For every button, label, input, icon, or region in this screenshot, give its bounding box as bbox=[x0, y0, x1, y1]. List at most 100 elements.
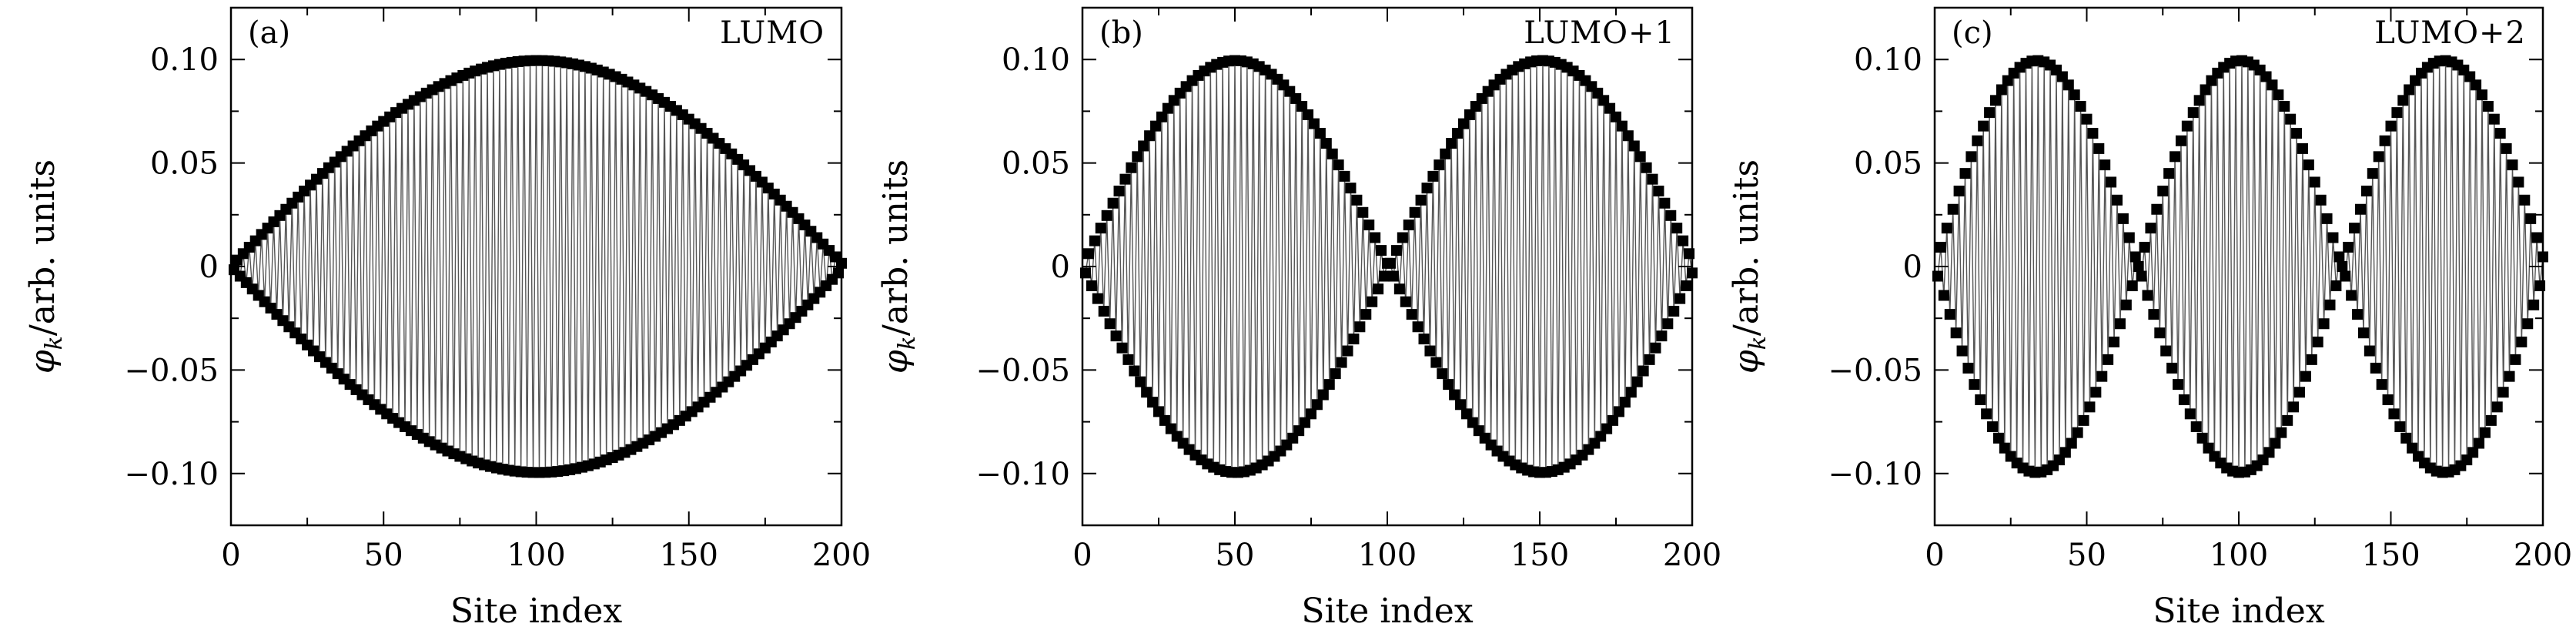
data-point bbox=[1978, 120, 1989, 132]
y-tick-label: −0.05 bbox=[124, 353, 219, 388]
data-point bbox=[2477, 89, 2487, 101]
data-point bbox=[1659, 197, 1671, 209]
data-point bbox=[2069, 89, 2080, 101]
data-point bbox=[1129, 365, 1140, 377]
data-point bbox=[1348, 334, 1360, 345]
y-tick-label: −0.10 bbox=[124, 457, 219, 492]
x-axis-title: Site index bbox=[450, 592, 623, 631]
data-point bbox=[2288, 401, 2300, 413]
x-tick-label: 200 bbox=[2514, 538, 2572, 573]
data-point bbox=[2187, 107, 2199, 119]
y-tick-label: 0.05 bbox=[150, 146, 219, 182]
data-point bbox=[2294, 387, 2305, 398]
data-point bbox=[1373, 283, 1384, 295]
y-axis-title-symbol: φ bbox=[876, 350, 915, 374]
data-point bbox=[2482, 101, 2494, 112]
y-axis-title-subscript: k bbox=[41, 336, 68, 350]
data-point bbox=[1122, 354, 1134, 365]
x-tick-label: 50 bbox=[364, 538, 403, 573]
data-point bbox=[2059, 447, 2071, 458]
data-point bbox=[2062, 79, 2074, 91]
data-point bbox=[2360, 186, 2372, 197]
x-tick-label: 50 bbox=[2067, 538, 2106, 573]
data-point bbox=[1360, 309, 1372, 320]
data-point bbox=[2379, 135, 2390, 146]
data-point bbox=[1668, 306, 1680, 317]
data-point bbox=[1681, 280, 1692, 292]
y-tick-label: −0.10 bbox=[975, 457, 1070, 492]
data-point bbox=[2364, 345, 2375, 357]
data-point bbox=[1464, 109, 1475, 120]
data-point bbox=[1440, 148, 1451, 159]
data-point bbox=[2129, 251, 2141, 263]
data-point bbox=[1984, 107, 1996, 119]
data-point bbox=[2263, 447, 2275, 458]
data-point bbox=[2279, 101, 2290, 112]
data-point bbox=[1987, 421, 1999, 432]
data-point bbox=[1959, 168, 1971, 179]
data-point bbox=[1634, 151, 1646, 163]
data-point bbox=[2282, 414, 2293, 426]
chart-panel-2: 0 50 100 150 200 0.10 0.05 0 −0.05 −0.10 Site inde… bbox=[1727, 6, 2572, 631]
data-point bbox=[1992, 432, 2004, 444]
data-point bbox=[1644, 354, 1655, 365]
data-point bbox=[2474, 438, 2485, 449]
data-point bbox=[1089, 235, 1100, 246]
series-line bbox=[1937, 60, 2544, 473]
data-point bbox=[2175, 135, 2186, 146]
y-axis-title: φk/arb. units bbox=[876, 159, 921, 374]
data-point bbox=[2136, 270, 2147, 282]
y-tick-label: 0 bbox=[199, 250, 219, 285]
data-point bbox=[1434, 159, 1445, 171]
data-point bbox=[1104, 318, 1116, 330]
data-point bbox=[1119, 173, 1131, 185]
data-point bbox=[2510, 354, 2521, 365]
data-point bbox=[1950, 327, 1962, 339]
y-tick-label: 0 bbox=[1051, 250, 1070, 285]
data-point bbox=[1354, 321, 1366, 333]
data-point bbox=[1625, 387, 1637, 398]
data-point bbox=[1647, 173, 1658, 185]
data-point bbox=[1141, 387, 1153, 398]
data-point bbox=[2312, 336, 2323, 347]
data-point bbox=[1342, 345, 1353, 357]
data-point bbox=[2349, 223, 2360, 234]
data-point bbox=[2126, 280, 2138, 292]
data-point bbox=[2327, 232, 2339, 243]
data-point bbox=[1604, 102, 1616, 114]
data-point bbox=[1460, 408, 1472, 420]
data-point bbox=[2318, 318, 2330, 330]
data-point bbox=[1147, 397, 1159, 408]
data-point bbox=[2093, 142, 2105, 154]
y-axis-title: φk/arb. units bbox=[1727, 159, 1771, 374]
data-point bbox=[1607, 414, 1619, 426]
data-point bbox=[1138, 140, 1149, 152]
data-point bbox=[2133, 261, 2144, 272]
data-point bbox=[1082, 248, 1094, 260]
data-point bbox=[2084, 401, 2096, 413]
data-point bbox=[2087, 128, 2099, 139]
data-point bbox=[1379, 270, 1390, 282]
data-point bbox=[2267, 79, 2278, 91]
data-point bbox=[2109, 336, 2120, 347]
data-point bbox=[1990, 95, 2001, 106]
data-point bbox=[1400, 296, 1411, 307]
data-point bbox=[2501, 142, 2512, 154]
data-point bbox=[2117, 213, 2129, 224]
data-point bbox=[2407, 442, 2418, 454]
data-point bbox=[2497, 387, 2509, 398]
data-point bbox=[2114, 318, 2126, 330]
data-point bbox=[1339, 170, 1350, 182]
panel-title: LUMO bbox=[720, 15, 825, 51]
data-point bbox=[1656, 330, 1668, 342]
data-point bbox=[1320, 138, 1332, 149]
data-point bbox=[2123, 232, 2135, 243]
data-point bbox=[1092, 293, 1103, 304]
y-axis-title-units: /arb. units bbox=[876, 159, 915, 336]
data-point bbox=[1300, 417, 1311, 428]
x-tick-label: 200 bbox=[1663, 538, 1721, 573]
x-tick-label: 100 bbox=[1358, 538, 1417, 573]
y-tick-label: 0.05 bbox=[1854, 146, 1922, 182]
x-tick-label: 200 bbox=[812, 538, 871, 573]
data-point bbox=[1116, 342, 1128, 354]
